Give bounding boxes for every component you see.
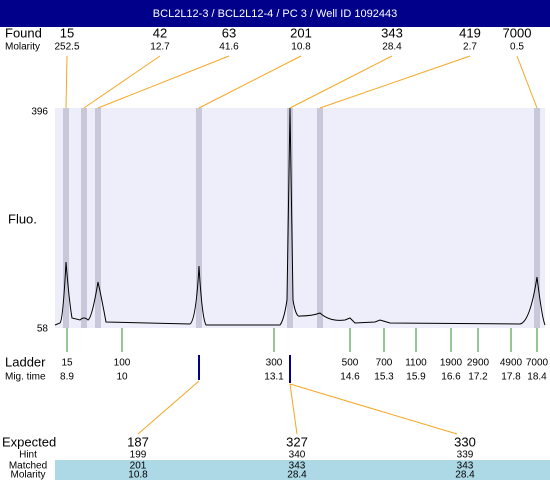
peak-band	[95, 108, 101, 328]
found-value: 419	[459, 25, 481, 40]
molarity-label: Molarity	[5, 42, 40, 53]
y-tick-label: 58	[37, 324, 49, 335]
found-value: 343	[381, 25, 403, 40]
peak-band	[81, 108, 87, 328]
table-cell: 201	[130, 461, 147, 472]
peak-link	[97, 55, 230, 109]
molarity-value: 10.8	[291, 42, 311, 53]
header-bar	[0, 0, 550, 27]
header-title: BCL2L12-3 / BCL2L12-4 / PC 3 / Well ID 1…	[153, 8, 397, 20]
mig-time-value: 8.9	[60, 372, 74, 383]
mig-time-value: 15.9	[406, 372, 426, 383]
ladder-size: 1900	[440, 358, 463, 369]
mig-time-value: 18.4	[527, 372, 547, 383]
ladder-size: 15	[61, 358, 73, 369]
mig-time-value: 10	[116, 372, 128, 383]
table-row-label: Expected	[2, 434, 56, 449]
found-value: 201	[290, 25, 312, 40]
found-value: 7000	[503, 25, 532, 40]
mig-time-value: 13.1	[264, 372, 284, 383]
ladder-size: 500	[342, 358, 359, 369]
table-row-label: Hint	[19, 450, 37, 461]
molarity-value: 28.4	[382, 42, 402, 53]
molarity-value: 41.6	[219, 42, 239, 53]
ladder-size: 700	[376, 358, 393, 369]
table-cell: 28.4	[455, 470, 475, 480]
peak-band	[63, 108, 69, 328]
table-cell: 340	[289, 450, 306, 461]
table-cell: 327	[286, 434, 308, 449]
molarity-value: 12.7	[150, 42, 170, 53]
peak-band	[287, 108, 293, 328]
trace	[54, 107, 546, 326]
plot-area	[55, 108, 545, 328]
y-axis-label: Fluo.	[8, 211, 37, 226]
table-cell: 339	[457, 450, 474, 461]
molarity-value: 0.5	[510, 42, 524, 53]
mig-time-label: Mig. time	[5, 372, 46, 383]
link-line	[289, 383, 298, 435]
peak-link	[198, 55, 302, 109]
molarity-value: 2.7	[463, 42, 477, 53]
mig-time-value: 17.2	[468, 372, 488, 383]
peak-link	[516, 55, 538, 109]
found-label: Found	[5, 25, 42, 40]
table-row-label: Matched	[9, 461, 47, 472]
peak-link	[319, 55, 471, 109]
mig-time-value: 16.6	[441, 372, 461, 383]
peak-link	[83, 55, 161, 109]
table-cell: 187	[127, 434, 149, 449]
ladder-label: Ladder	[5, 354, 46, 369]
ladder-size: 1100	[405, 358, 427, 369]
mig-time-value: 14.6	[340, 372, 360, 383]
peak-band	[317, 108, 323, 328]
matched-highlight	[55, 460, 550, 480]
link-line	[289, 383, 458, 435]
mig-time-value: 15.3	[374, 372, 394, 383]
found-value: 63	[222, 25, 236, 40]
ladder-size: 300	[266, 358, 283, 369]
ladder-size: 4900	[500, 358, 523, 369]
found-value: 15	[60, 25, 74, 40]
peak-link	[65, 55, 68, 109]
table-cell: 199	[130, 450, 147, 461]
peak-link	[289, 55, 393, 109]
table-row-label: Molarity	[10, 470, 45, 480]
peak-band	[196, 108, 202, 328]
ladder-size: 2900	[467, 358, 490, 369]
table-cell: 28.4	[287, 470, 307, 480]
mig-time-value: 17.8	[501, 372, 521, 383]
link-line	[137, 380, 200, 435]
peak-band	[534, 108, 540, 328]
found-value: 42	[153, 25, 167, 40]
ladder-size: 7000	[526, 358, 549, 369]
table-cell: 330	[454, 434, 476, 449]
y-tick-label: 396	[31, 107, 48, 118]
ladder-size: 100	[114, 358, 131, 369]
table-cell: 343	[457, 461, 474, 472]
table-cell: 343	[289, 461, 306, 472]
table-cell: 10.8	[128, 470, 148, 480]
molarity-value: 252.5	[54, 42, 79, 53]
